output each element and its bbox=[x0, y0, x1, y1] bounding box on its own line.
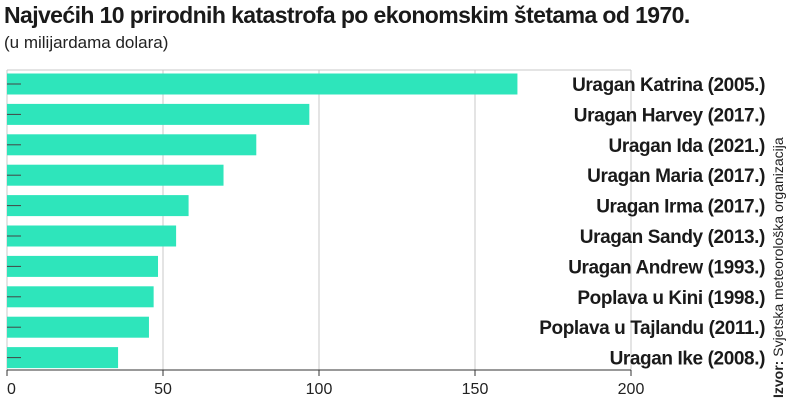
x-axis: 0 50 100 150 200 bbox=[6, 369, 645, 398]
bar-3 bbox=[7, 134, 257, 156]
source-label: Izvor: bbox=[770, 360, 786, 398]
bar-7 bbox=[7, 255, 159, 277]
category-label-1: Uragan Katrina (2005.) bbox=[572, 75, 765, 96]
x-tick-label-0: 0 bbox=[7, 381, 16, 398]
chart-title: Najvećih 10 prirodnih katastrofa po ekon… bbox=[4, 2, 690, 28]
x-tick-label-150: 150 bbox=[462, 381, 489, 398]
bar-8 bbox=[7, 286, 154, 308]
source-note: Izvor: Svjetska meteorološka organizacij… bbox=[770, 137, 786, 398]
x-tick-label-200: 200 bbox=[618, 381, 645, 398]
bar-2 bbox=[7, 103, 310, 125]
category-label-5: Uragan Irma (2017.) bbox=[596, 197, 765, 218]
category-label-9: Poplava u Tajlandu (2011.) bbox=[539, 318, 765, 339]
source-text: Svjetska meteorološka organizacija bbox=[770, 137, 786, 357]
category-label-7: Uragan Andrew (1993.) bbox=[568, 257, 765, 278]
x-tick-label-100: 100 bbox=[306, 381, 333, 398]
bar-1 bbox=[7, 73, 518, 95]
bar-4 bbox=[7, 164, 224, 186]
bar-5 bbox=[7, 195, 189, 217]
bar-10 bbox=[7, 347, 119, 369]
bar-6 bbox=[7, 225, 177, 247]
x-tick-label-50: 50 bbox=[154, 381, 172, 398]
category-label-4: Uragan Maria (2017.) bbox=[587, 166, 765, 187]
category-label-3: Uragan Ida (2021.) bbox=[609, 136, 766, 157]
category-label-8: Poplava u Kini (1998.) bbox=[577, 288, 765, 309]
bar-9 bbox=[7, 316, 149, 338]
bars: Uragan Katrina (2005.) Uragan Harvey (201… bbox=[7, 73, 766, 370]
category-label-2: Uragan Harvey (2017.) bbox=[574, 105, 765, 126]
category-label-10: Uragan Ike (2008.) bbox=[610, 349, 766, 370]
chart-subtitle: (u milijardama dolara) bbox=[4, 33, 169, 52]
category-label-6: Uragan Sandy (2013.) bbox=[580, 227, 765, 248]
